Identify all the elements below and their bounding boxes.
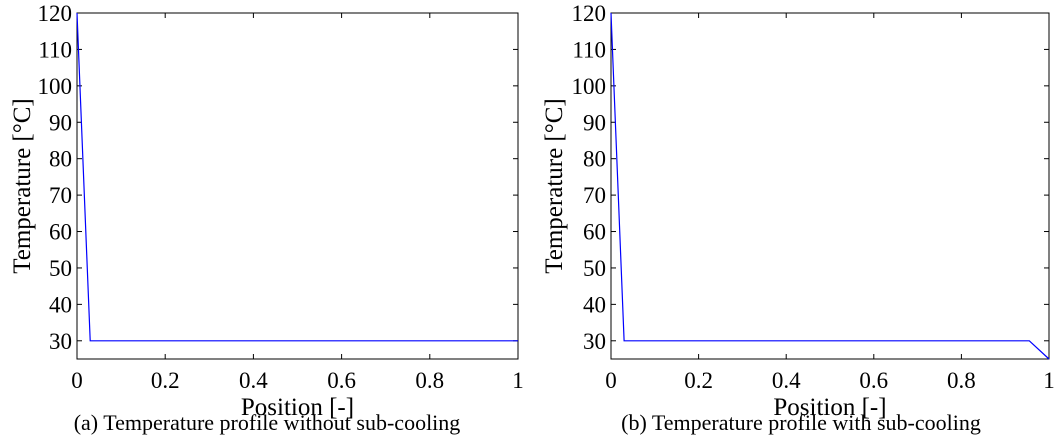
y-tick-label: 60 xyxy=(49,220,72,245)
y-tick-label: 50 xyxy=(49,256,72,281)
plot-frame-b xyxy=(610,12,1050,360)
subfigure-caption: (b) Temperature profile with sub-cooling xyxy=(621,410,981,435)
x-axis-label: Position [-] xyxy=(773,394,886,421)
y-tick-label: 60 xyxy=(583,220,606,245)
x-tick-label: 0.2 xyxy=(684,368,713,393)
y-tick-label: 110 xyxy=(572,37,606,62)
series-line-a-0 xyxy=(76,12,518,342)
y-tick-label: 70 xyxy=(583,183,606,208)
plot-frame-a xyxy=(76,12,519,360)
x-axis-label: Position [-] xyxy=(241,394,354,421)
y-tick-label: 30 xyxy=(49,329,72,354)
x-tick-label: 0.6 xyxy=(859,368,888,393)
x-tick-label: 0.8 xyxy=(415,368,444,393)
y-tick-label: 80 xyxy=(49,147,72,172)
y-tick-label: 90 xyxy=(583,110,606,135)
y-tick-label: 50 xyxy=(583,256,606,281)
y-tick-label: 40 xyxy=(49,292,72,317)
x-tick-label: 0 xyxy=(605,368,617,393)
y-tick-label: 100 xyxy=(38,74,73,99)
y-tick-label: 30 xyxy=(583,329,606,354)
y-tick-label: 120 xyxy=(38,1,73,26)
y-axis-label: Temperature [°C] xyxy=(541,98,568,274)
x-tick-label: 1 xyxy=(512,368,524,393)
y-tick-label: 80 xyxy=(583,147,606,172)
subfigure-caption: (a) Temperature profile without sub-cool… xyxy=(74,410,461,435)
y-tick-label: 110 xyxy=(38,37,72,62)
series-line-b-0 xyxy=(610,12,1050,360)
x-tick-label: 0 xyxy=(71,368,83,393)
y-axis-label: Temperature [°C] xyxy=(9,98,36,274)
x-tick-label: 1 xyxy=(1043,368,1055,393)
y-tick-label: 120 xyxy=(572,1,607,26)
x-tick-label: 0.4 xyxy=(772,368,801,393)
y-tick-label: 90 xyxy=(49,110,72,135)
y-tick-label: 40 xyxy=(583,292,606,317)
y-tick-label: 70 xyxy=(49,183,72,208)
x-tick-label: 0.4 xyxy=(239,368,268,393)
x-tick-label: 0.6 xyxy=(327,368,356,393)
y-tick-label: 100 xyxy=(572,74,607,99)
x-tick-label: 0.2 xyxy=(151,368,180,393)
x-tick-label: 0.8 xyxy=(947,368,976,393)
